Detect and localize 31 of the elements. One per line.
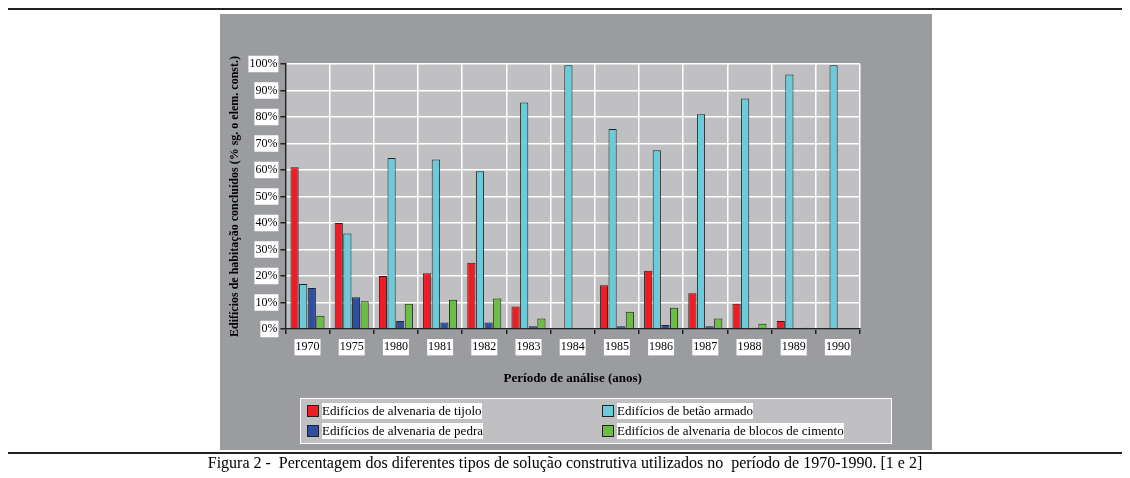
legend-label: Edifícios de alvenaria de blocos de cimento bbox=[617, 423, 844, 439]
x-tick-label: 1988 bbox=[737, 339, 762, 354]
y-tick-label: 100% bbox=[249, 56, 278, 71]
x-tick-label: 1984 bbox=[560, 339, 585, 354]
x-tick-label: 1982 bbox=[472, 339, 497, 354]
legend-label: Edifícios de betão armado bbox=[617, 403, 754, 419]
text: Figura 2 - Percentagem dos diferentes tipos de solução construtiva utilizados no período de 1970-1990. [1 e 2] bbox=[8, 454, 1122, 472]
x-tick-label: 1987 bbox=[693, 339, 718, 354]
x-tick-label: 1983 bbox=[516, 339, 541, 354]
y-tick-label: 20% bbox=[255, 268, 278, 283]
x-tick-label: 1981 bbox=[428, 339, 453, 354]
legend-label: Edifícios de alvenaria de pedra bbox=[322, 423, 483, 439]
y-tick-label: 90% bbox=[255, 82, 278, 97]
y-tick-label: 0% bbox=[261, 321, 278, 336]
y-tick-label: 70% bbox=[255, 135, 278, 150]
x-tick-label: 1986 bbox=[649, 339, 674, 354]
x-tick-label: 1975 bbox=[339, 339, 364, 354]
x-tick-label: 1990 bbox=[825, 339, 850, 354]
y-tick-label: 60% bbox=[255, 162, 278, 177]
x-axis-title: Período de análise (anos) bbox=[503, 369, 642, 385]
x-tick-label: 1989 bbox=[781, 339, 806, 354]
y-tick-label: 40% bbox=[255, 215, 278, 230]
x-tick-label: 1980 bbox=[383, 339, 408, 354]
legend-label: Edifícios de alvenaria de tijolo bbox=[322, 403, 482, 419]
x-tick-label: 1985 bbox=[604, 339, 629, 354]
x-tick-label: 1970 bbox=[295, 339, 320, 354]
y-tick-label: 30% bbox=[255, 241, 278, 256]
y-tick-label: 50% bbox=[255, 188, 278, 203]
y-tick-label: 80% bbox=[255, 109, 278, 124]
y-axis-title: Edifícios de habitação concluídos (% sg. o elem. const.) bbox=[227, 56, 242, 337]
y-tick-label: 10% bbox=[255, 294, 278, 309]
